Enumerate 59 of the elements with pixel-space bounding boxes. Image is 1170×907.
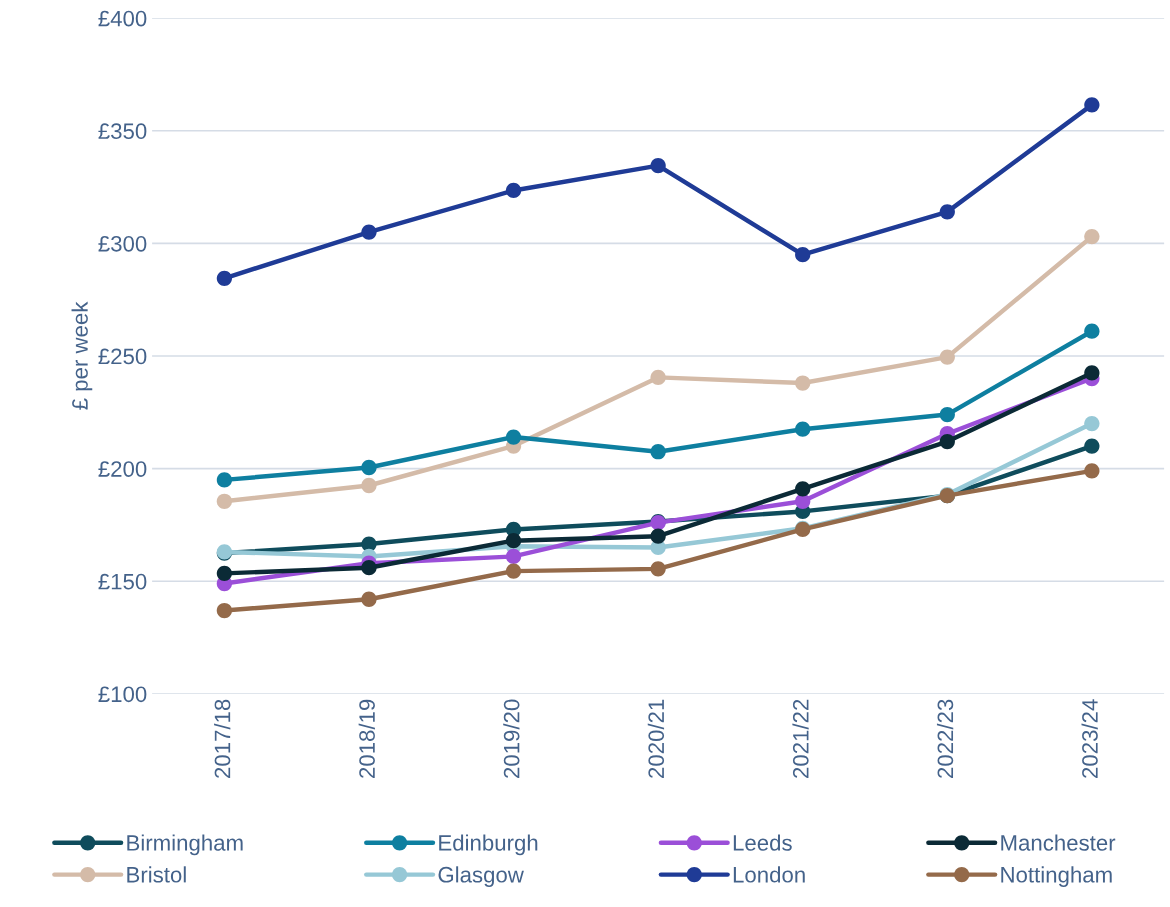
- point: [1084, 365, 1100, 381]
- point: [216, 602, 233, 619]
- y-tick-label: £350: [98, 123, 147, 140]
- legend-label: Birmingham: [127, 834, 243, 856]
- y-axis-title: £ per week: [71, 301, 93, 410]
- point: [795, 481, 811, 497]
- point: [650, 528, 666, 544]
- point: [505, 548, 522, 565]
- legend-label: Glasgow: [438, 866, 524, 887]
- point: [795, 375, 811, 391]
- point: [505, 533, 522, 549]
- y-tick-label: £250: [98, 348, 147, 365]
- point: [650, 369, 666, 386]
- x-tick-label: 2023/24: [1081, 699, 1098, 778]
- point: [505, 182, 522, 199]
- point: [650, 158, 666, 174]
- point: [216, 493, 233, 509]
- point: [1084, 97, 1100, 113]
- legend-label: Edinburgh: [439, 834, 538, 856]
- point: [1084, 323, 1100, 339]
- point: [361, 459, 377, 476]
- point: [650, 561, 666, 577]
- point: [795, 247, 811, 263]
- point: [361, 591, 377, 607]
- point: [361, 477, 377, 494]
- legend-label: London: [733, 866, 805, 883]
- x-tick-label: 2020/21: [647, 699, 665, 778]
- x-tick-label: 2022/23: [936, 699, 954, 778]
- point: [939, 204, 955, 220]
- x-tick-label: 2019/20: [503, 699, 520, 778]
- legend-label: Bristol: [127, 866, 186, 883]
- point: [1084, 463, 1100, 479]
- point: [216, 472, 233, 488]
- point: [505, 429, 522, 445]
- legend-label: Nottingham: [1001, 866, 1112, 887]
- y-tick-label: £200: [98, 461, 147, 477]
- point: [216, 565, 233, 581]
- x-tick-label: 2017/18: [214, 699, 231, 778]
- point: [795, 493, 811, 509]
- point: [361, 560, 377, 576]
- point: [361, 224, 377, 240]
- legend-label: Manchester: [1001, 834, 1116, 851]
- point: [650, 444, 666, 460]
- point: [1084, 438, 1100, 454]
- point: [939, 433, 955, 450]
- point: [1084, 228, 1100, 245]
- y-tick-label: £150: [98, 573, 147, 590]
- point: [795, 421, 811, 437]
- point: [939, 349, 955, 365]
- x-tick-label: 2021/22: [792, 699, 809, 778]
- point: [216, 270, 233, 286]
- point: [1084, 415, 1100, 432]
- y-tick-label: £300: [98, 235, 147, 252]
- y-tick-label: £400: [98, 10, 147, 27]
- point: [939, 406, 955, 423]
- y-tick-label: £100: [98, 686, 147, 703]
- legend-label: Leeds: [733, 834, 792, 851]
- point: [505, 563, 522, 579]
- x-tick-label: 2018/19: [358, 699, 375, 778]
